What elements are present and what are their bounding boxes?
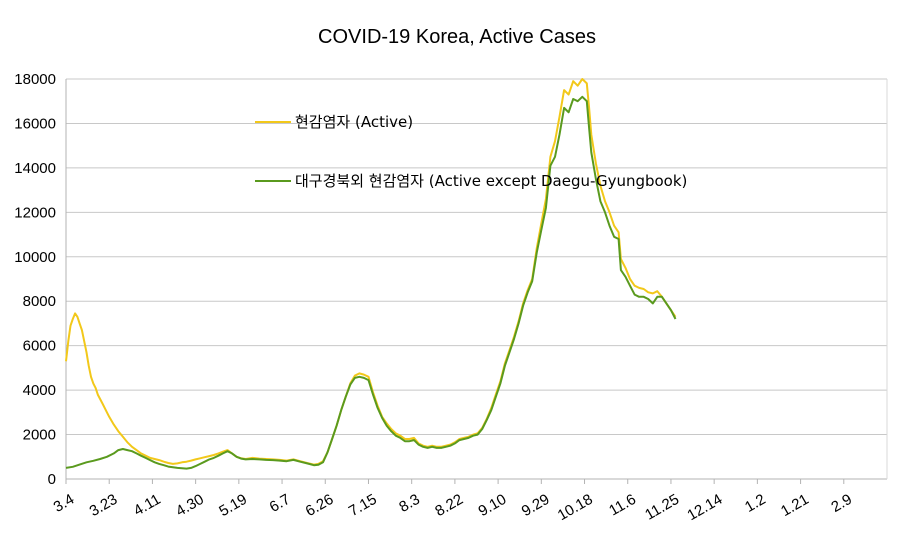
x-tick-label: 9.10 bbox=[476, 491, 510, 520]
y-tick-label: 6000 bbox=[23, 338, 56, 355]
series-line-1 bbox=[65, 78, 677, 466]
axes bbox=[65, 79, 888, 484]
x-tick-label: 3.4 bbox=[51, 491, 78, 516]
x-tick-label: 2.9 bbox=[828, 491, 855, 516]
y-tick-label: 0 bbox=[48, 471, 56, 488]
y-tick-label: 12000 bbox=[14, 204, 56, 221]
x-tick-label: 4.30 bbox=[173, 491, 207, 520]
legend: 현감염자 (Active) 대구경북외 현감염자 (Active except D… bbox=[255, 113, 687, 190]
y-tick-labels: 0 2000 4000 6000 8000 10000 12000 14000 16000 180… bbox=[14, 71, 56, 488]
x-tick-label: 1.2 bbox=[742, 491, 769, 516]
chart-title: COVID-19 Korea, Active Cases bbox=[318, 26, 596, 48]
y-tick-label: 8000 bbox=[23, 293, 56, 310]
y-tick-label: 10000 bbox=[14, 249, 56, 266]
x-tick-label: 5.19 bbox=[216, 491, 250, 520]
legend-label-2: 대구경북외 현감염자 (Active except Daegu-Gyungboo… bbox=[295, 172, 687, 190]
y-tick-label: 4000 bbox=[23, 382, 56, 399]
gridlines bbox=[66, 78, 887, 436]
y-tick-label: 14000 bbox=[14, 160, 56, 177]
x-tick-label: 6.26 bbox=[303, 491, 337, 520]
x-tick-label: 11.6 bbox=[606, 491, 639, 520]
x-tick-label: 1.21 bbox=[778, 491, 812, 520]
x-tick-label: 12.14 bbox=[684, 491, 725, 524]
legend-label-1: 현감염자 (Active) bbox=[295, 113, 413, 131]
x-tick-label: 8.22 bbox=[432, 491, 466, 520]
y-tick-label: 2000 bbox=[23, 427, 56, 444]
series-lines bbox=[65, 78, 677, 470]
x-tick-label: 4.11 bbox=[131, 491, 164, 520]
x-tick-label: 7.15 bbox=[346, 491, 380, 520]
x-tick-label: 8.3 bbox=[396, 491, 423, 516]
x-tick-label: 6.7 bbox=[267, 491, 294, 516]
y-tick-label: 16000 bbox=[14, 115, 56, 132]
y-tick-label: 18000 bbox=[14, 71, 56, 88]
x-tick-label: 3.23 bbox=[87, 491, 121, 520]
x-tick-label: 9.29 bbox=[519, 491, 553, 520]
x-tick-label: 10.18 bbox=[555, 491, 596, 524]
x-tick-labels: 3.4 3.23 4.11 4.30 5.19 6.7 6.26 7.15 8.3 8.22 9.1… bbox=[51, 491, 855, 524]
series-line-2 bbox=[65, 95, 677, 470]
x-tick-label: 11.25 bbox=[642, 491, 682, 524]
